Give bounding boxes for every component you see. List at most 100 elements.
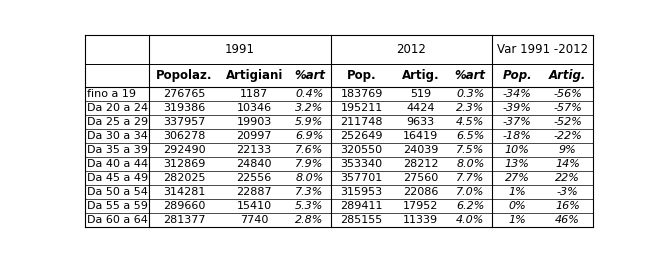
Text: 211748: 211748 (341, 117, 383, 127)
Text: 282025: 282025 (164, 173, 206, 183)
Text: 0.3%: 0.3% (456, 89, 484, 99)
Text: 353340: 353340 (341, 159, 383, 169)
Text: 7.5%: 7.5% (456, 145, 484, 155)
Text: 10%: 10% (505, 145, 530, 155)
Text: 27560: 27560 (403, 173, 438, 183)
Text: 1%: 1% (508, 187, 526, 197)
Text: %art: %art (294, 69, 325, 82)
Text: Pop.: Pop. (347, 69, 377, 82)
Text: 17952: 17952 (403, 200, 438, 211)
Text: fino a 19: fino a 19 (86, 89, 135, 99)
Text: 24840: 24840 (236, 159, 272, 169)
Text: 1187: 1187 (240, 89, 269, 99)
Text: -34%: -34% (503, 89, 532, 99)
Text: -56%: -56% (553, 89, 582, 99)
Text: Var 1991 -2012: Var 1991 -2012 (497, 43, 588, 56)
Text: 7.7%: 7.7% (456, 173, 484, 183)
Text: 289660: 289660 (164, 200, 206, 211)
Text: 0%: 0% (508, 200, 526, 211)
Text: 15410: 15410 (237, 200, 272, 211)
Text: 276765: 276765 (164, 89, 206, 99)
Text: 6.9%: 6.9% (295, 131, 323, 141)
Text: 20997: 20997 (236, 131, 272, 141)
Text: Popolaz.: Popolaz. (156, 69, 213, 82)
Text: 289411: 289411 (341, 200, 383, 211)
Text: 14%: 14% (555, 159, 580, 169)
Text: 5.3%: 5.3% (295, 200, 323, 211)
Text: 28212: 28212 (403, 159, 438, 169)
Text: Pop.: Pop. (502, 69, 532, 82)
Text: -57%: -57% (553, 103, 582, 113)
Text: 6.5%: 6.5% (456, 131, 484, 141)
Text: 10346: 10346 (237, 103, 272, 113)
Text: 19903: 19903 (237, 117, 272, 127)
Text: 195211: 195211 (341, 103, 383, 113)
Text: %art: %art (455, 69, 486, 82)
Text: 6.2%: 6.2% (456, 200, 484, 211)
Text: 281377: 281377 (164, 214, 206, 225)
Text: 337957: 337957 (164, 117, 206, 127)
Text: 22133: 22133 (237, 145, 272, 155)
Text: -39%: -39% (503, 103, 532, 113)
Text: 16419: 16419 (403, 131, 438, 141)
Text: 27%: 27% (505, 173, 530, 183)
Text: 4.0%: 4.0% (456, 214, 484, 225)
Text: 7740: 7740 (240, 214, 269, 225)
Text: 3.2%: 3.2% (295, 103, 323, 113)
Text: Da 40 a 44: Da 40 a 44 (86, 159, 148, 169)
Text: 319386: 319386 (164, 103, 206, 113)
Text: 2.3%: 2.3% (456, 103, 484, 113)
Text: 292490: 292490 (163, 145, 206, 155)
Text: 7.6%: 7.6% (295, 145, 323, 155)
Text: 7.0%: 7.0% (456, 187, 484, 197)
Text: 8.0%: 8.0% (295, 173, 323, 183)
Text: Da 30 a 34: Da 30 a 34 (86, 131, 147, 141)
Text: 7.9%: 7.9% (295, 159, 323, 169)
Text: 9633: 9633 (407, 117, 434, 127)
Text: Artigiani: Artigiani (226, 69, 283, 82)
Text: 5.9%: 5.9% (295, 117, 323, 127)
Text: 4.5%: 4.5% (456, 117, 484, 127)
Text: -37%: -37% (503, 117, 532, 127)
Text: 357701: 357701 (341, 173, 383, 183)
Text: 22086: 22086 (403, 187, 438, 197)
Text: -52%: -52% (553, 117, 582, 127)
Text: Da 50 a 54: Da 50 a 54 (86, 187, 147, 197)
Text: 312869: 312869 (164, 159, 206, 169)
Text: 320550: 320550 (341, 145, 383, 155)
Text: 2012: 2012 (397, 43, 426, 56)
Text: 1%: 1% (508, 214, 526, 225)
Text: 24039: 24039 (403, 145, 438, 155)
Text: 11339: 11339 (403, 214, 438, 225)
Text: Artig.: Artig. (402, 69, 440, 82)
Text: 7.3%: 7.3% (295, 187, 323, 197)
Text: Da 25 a 29: Da 25 a 29 (86, 117, 148, 127)
Text: 9%: 9% (559, 145, 577, 155)
Text: 285155: 285155 (341, 214, 383, 225)
Text: 314281: 314281 (164, 187, 206, 197)
Text: Da 35 a 39: Da 35 a 39 (86, 145, 147, 155)
Text: 22887: 22887 (236, 187, 272, 197)
Text: Da 55 a 59: Da 55 a 59 (86, 200, 147, 211)
Text: 183769: 183769 (341, 89, 383, 99)
Text: Da 60 a 64: Da 60 a 64 (86, 214, 147, 225)
Text: 2.8%: 2.8% (295, 214, 323, 225)
Text: 8.0%: 8.0% (456, 159, 484, 169)
Text: -3%: -3% (557, 187, 579, 197)
Text: -22%: -22% (553, 131, 582, 141)
Text: 1991: 1991 (225, 43, 255, 56)
Text: 519: 519 (410, 89, 431, 99)
Text: 0.4%: 0.4% (295, 89, 323, 99)
Text: -18%: -18% (503, 131, 532, 141)
Text: Artig.: Artig. (549, 69, 587, 82)
Text: Da 45 a 49: Da 45 a 49 (86, 173, 148, 183)
Text: 16%: 16% (555, 200, 580, 211)
Text: 22556: 22556 (237, 173, 272, 183)
Text: Da 20 a 24: Da 20 a 24 (86, 103, 148, 113)
Text: 22%: 22% (555, 173, 580, 183)
Text: 306278: 306278 (164, 131, 206, 141)
Text: 4424: 4424 (407, 103, 435, 113)
Text: 252649: 252649 (341, 131, 383, 141)
Text: 46%: 46% (555, 214, 580, 225)
Text: 315953: 315953 (341, 187, 383, 197)
